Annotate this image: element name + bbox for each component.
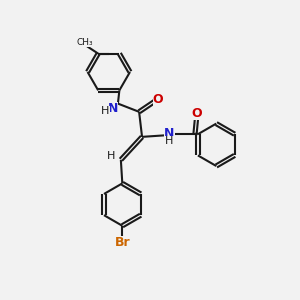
Text: Br: Br (115, 236, 130, 249)
Text: N: N (107, 102, 118, 116)
Text: CH₃: CH₃ (76, 38, 93, 47)
Text: H: H (107, 151, 116, 161)
Text: H: H (165, 136, 174, 146)
Text: O: O (191, 106, 202, 119)
Text: N: N (164, 127, 175, 140)
Text: H: H (101, 106, 110, 116)
Text: O: O (153, 93, 163, 106)
